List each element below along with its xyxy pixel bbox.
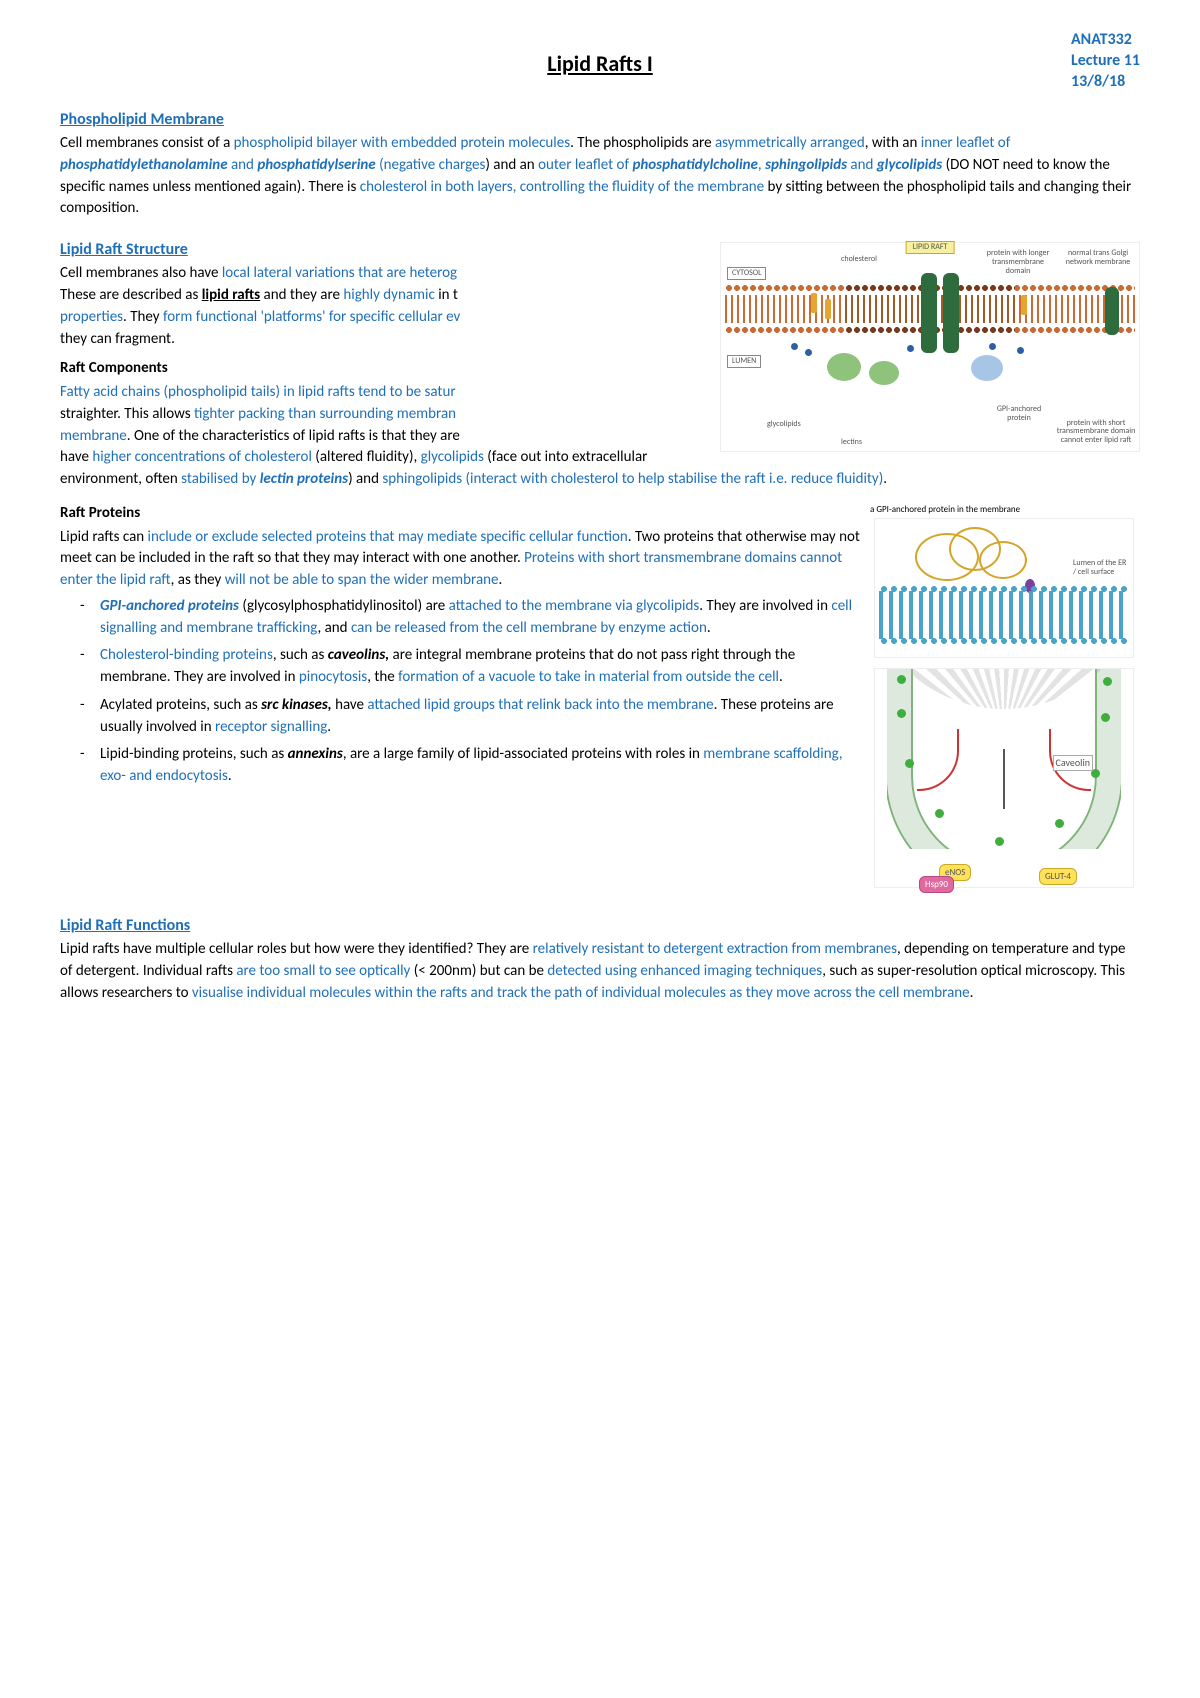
lipid-dot	[995, 837, 1004, 846]
cholesterol-icon	[1021, 295, 1027, 315]
glyco-dot	[791, 343, 798, 350]
label-glycolipids: glycolipids	[767, 420, 801, 429]
gpi-blob	[971, 355, 1003, 381]
glyco-dot	[1017, 347, 1024, 354]
label-golgi: normal trans Golgi network membrane	[1059, 249, 1137, 267]
list-item: Cholesterol-binding proteins, such as ca…	[100, 645, 1140, 689]
list-item: Lipid-binding proteins, such as annexins…	[100, 744, 1140, 788]
lectin-blob	[869, 361, 899, 385]
course-code: ANAT332	[1071, 30, 1140, 51]
protein-long-2	[943, 273, 959, 353]
tag-hsp90: Hsp90	[919, 876, 954, 893]
label-gpi: GPI-anchored protein	[989, 405, 1049, 423]
glyco-dot	[989, 343, 996, 350]
lipid-dot	[935, 809, 944, 818]
gpi-side-label: Lumen of the ER / cell surface	[1073, 559, 1129, 577]
lipid-dot	[1055, 819, 1064, 828]
label-cytosol: CYTOSOL	[727, 267, 766, 280]
glyco-dot	[907, 345, 914, 352]
tag-glut4: GLUT-4	[1039, 868, 1077, 885]
section-heading-phospholipid: Phospholipid Membrane	[60, 108, 1140, 131]
page-title: Lipid Rafts I	[60, 48, 1140, 80]
label-cholesterol: cholesterol	[841, 255, 877, 264]
cholesterol-icon	[825, 299, 831, 319]
course-header: ANAT332 Lecture 11 13/8/18	[1071, 30, 1140, 92]
label-short-tm: protein with short transmembrane domain …	[1055, 419, 1137, 445]
cholesterol-icon	[811, 293, 817, 313]
list-item: Acylated proteins, such as src kinases, …	[100, 695, 1140, 739]
label-long-tm: protein with longer transmembrane domain	[983, 249, 1053, 275]
gpi-protein-loop	[979, 541, 1027, 579]
gpi-caption: a GPI-anchored protein in the membrane	[870, 503, 1140, 516]
functions-paragraph: Lipid rafts have multiple cellular roles…	[60, 939, 1140, 1004]
phospholipid-paragraph: Cell membranes consist of a phospholipid…	[60, 133, 1140, 220]
lecture-number: Lecture 11	[1071, 51, 1140, 72]
list-item: GPI-anchored proteins (glycosylphosphati…	[100, 596, 1140, 640]
protein-long-1	[921, 273, 937, 353]
lectin-blob	[827, 353, 861, 381]
glyco-dot	[805, 349, 812, 356]
section-heading-functions: Lipid Raft Functions	[60, 914, 1140, 937]
label-lectins: lectins	[841, 438, 862, 447]
lecture-date: 13/8/18	[1071, 72, 1140, 93]
diagram-title: LIPID RAFT	[906, 241, 955, 254]
protein-short	[1105, 287, 1119, 335]
label-lumen: LUMEN	[727, 355, 761, 368]
lipid-raft-structure-block: LIPID RAFT CYTOSOL LUMEN cholesterol pro…	[60, 238, 1140, 495]
lipid-raft-diagram: LIPID RAFT CYTOSOL LUMEN cholesterol pro…	[720, 242, 1140, 452]
raft-proteins-block: a GPI-anchored protein in the membrane L…	[60, 503, 1140, 896]
